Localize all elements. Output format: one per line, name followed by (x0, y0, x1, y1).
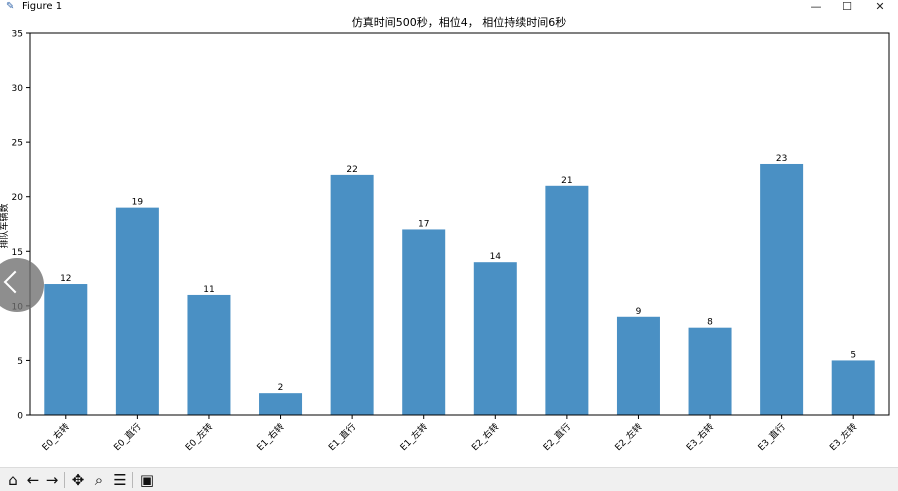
x-tick-label: E3_右转 (684, 421, 716, 453)
bar (760, 163, 804, 415)
bar (616, 316, 660, 415)
x-tick-label: E1_直行 (326, 421, 358, 453)
bar-data-label: 17 (418, 219, 429, 229)
x-tick-label: E0_右转 (39, 421, 71, 453)
y-axis-label: 排队车辆数 (0, 203, 10, 248)
bar-data-label: 8 (707, 318, 713, 328)
navigation-toolbar: ⌂ ← → ✥ ⌕ ☰ ▣ (0, 467, 898, 491)
bar-data-label: 14 (490, 252, 502, 262)
y-tick-label: 15 (12, 248, 23, 258)
x-tick-label: E2_左转 (612, 421, 644, 453)
x-tick-label: E1_左转 (397, 421, 429, 453)
y-tick-label: 20 (12, 193, 24, 203)
chevron-left-icon (3, 270, 27, 294)
bar (402, 229, 446, 415)
bar (115, 207, 159, 415)
bar-data-label: 22 (346, 165, 357, 175)
toolbar-separator (64, 472, 65, 488)
x-axis: E0_右转 E0_直行 E0_左转 E1_右转 E1_直行 E1_左转 E2_右转 E2_直行… (39, 415, 859, 453)
bar-data-label: 12 (60, 274, 71, 284)
bar-data-label: 9 (636, 307, 642, 317)
bar-data-label: 21 (561, 176, 572, 186)
plot-frame (29, 32, 890, 416)
bar-data-label: 2 (278, 383, 284, 393)
bar (259, 393, 303, 415)
chart-title: 仿真时间500秒，相位4， 相位持续时间6秒 (352, 15, 567, 29)
configure-icon[interactable]: ☰ (113, 471, 127, 489)
bar (330, 174, 374, 415)
minimize-button[interactable]: — (810, 0, 822, 13)
bar (688, 327, 732, 415)
x-tick-label: E2_右转 (469, 421, 501, 453)
previous-nav-button[interactable] (0, 258, 44, 312)
bar (44, 284, 88, 415)
x-tick-label: E1_右转 (254, 421, 286, 453)
bar (545, 185, 589, 415)
y-tick-label: 0 (17, 412, 23, 422)
pan-icon[interactable]: ✥ (71, 471, 85, 489)
x-tick-label: E3_左转 (827, 421, 859, 453)
window-titlebar: ✎ Figure 1 — ☐ ✕ (0, 0, 898, 14)
bar-data-label: 11 (203, 285, 214, 295)
bars-group (44, 163, 875, 415)
bar-data-label: 19 (132, 198, 144, 208)
matplotlib-icon: ✎ (6, 1, 15, 12)
bar (187, 294, 231, 415)
x-tick-label: E3_直行 (755, 421, 787, 453)
x-tick-label: E0_直行 (111, 421, 143, 453)
home-icon[interactable]: ⌂ (8, 471, 18, 489)
x-tick-label: E0_左转 (183, 421, 215, 453)
forward-icon[interactable]: → (45, 471, 59, 489)
bar (473, 262, 517, 415)
x-tick-label: E2_直行 (541, 421, 573, 453)
zoom-icon[interactable]: ⌕ (94, 471, 104, 489)
maximize-button[interactable]: ☐ (842, 0, 852, 13)
y-tick-label: 25 (12, 139, 23, 149)
y-tick-label: 30 (12, 84, 24, 94)
bar-chart: 仿真时间500秒，相位4， 相位持续时间6秒 排队车辆数 12191122217… (0, 15, 890, 453)
back-icon[interactable]: ← (26, 471, 40, 489)
figure-canvas: 仿真时间500秒，相位4， 相位持续时间6秒 排队车辆数 12 19 11 2 22 17… (0, 14, 898, 467)
y-tick-label: 5 (17, 357, 23, 367)
toolbar-separator (132, 472, 133, 488)
window-title: Figure 1 (22, 1, 63, 12)
close-button[interactable]: ✕ (875, 0, 885, 13)
bar (831, 360, 875, 415)
bar-data-label: 5 (850, 350, 856, 360)
y-tick-label: 35 (12, 30, 23, 40)
save-icon[interactable]: ▣ (139, 471, 155, 489)
y-axis: 05101520253035 (12, 30, 30, 422)
bar-data-label: 23 (776, 154, 787, 164)
